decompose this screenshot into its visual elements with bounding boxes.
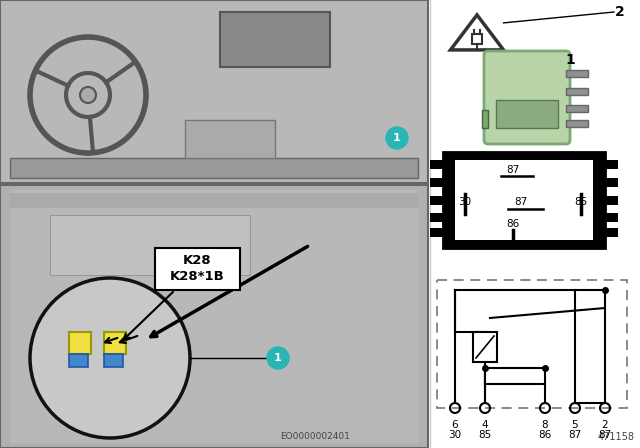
Bar <box>455 160 593 240</box>
Bar <box>430 160 443 169</box>
Bar <box>605 228 618 237</box>
Text: 86: 86 <box>538 430 552 440</box>
Bar <box>0 185 428 448</box>
Text: 30: 30 <box>449 430 461 440</box>
Bar <box>0 0 428 183</box>
Text: 4: 4 <box>482 420 488 430</box>
Bar <box>566 120 588 127</box>
Text: 5: 5 <box>572 420 579 430</box>
Bar <box>185 120 275 158</box>
Text: 1: 1 <box>565 53 575 67</box>
Text: 2: 2 <box>602 420 608 430</box>
Bar <box>605 196 618 205</box>
Circle shape <box>386 127 408 149</box>
Bar <box>155 248 240 290</box>
Bar <box>69 332 91 354</box>
Bar <box>430 178 443 187</box>
Bar <box>566 105 588 112</box>
Bar <box>104 354 123 367</box>
Bar <box>430 228 443 237</box>
Bar <box>10 158 418 178</box>
Text: 6: 6 <box>452 420 458 430</box>
Text: 85: 85 <box>478 430 492 440</box>
Text: 2: 2 <box>615 5 625 19</box>
Circle shape <box>267 347 289 369</box>
Bar <box>104 332 126 354</box>
Text: 30: 30 <box>458 197 472 207</box>
Text: 1: 1 <box>274 353 282 363</box>
Bar <box>605 160 618 169</box>
Circle shape <box>80 87 96 103</box>
Bar <box>443 152 605 248</box>
Text: 87: 87 <box>515 197 527 207</box>
Text: 86: 86 <box>506 219 520 229</box>
Text: 471158: 471158 <box>598 432 635 442</box>
FancyBboxPatch shape <box>484 51 570 144</box>
Text: 87: 87 <box>568 430 582 440</box>
Bar <box>566 88 588 95</box>
Text: 1: 1 <box>393 133 401 143</box>
Circle shape <box>30 278 190 438</box>
Bar <box>437 280 627 408</box>
Bar <box>496 100 558 128</box>
Bar <box>220 12 330 67</box>
Text: K28: K28 <box>182 254 211 267</box>
Bar <box>605 213 618 222</box>
Bar <box>472 34 482 44</box>
Text: 87: 87 <box>506 165 520 175</box>
Bar <box>69 354 88 367</box>
Bar <box>430 196 443 205</box>
Bar <box>485 368 545 384</box>
Text: 8: 8 <box>541 420 548 430</box>
Bar <box>605 178 618 187</box>
Bar <box>566 70 588 77</box>
Bar <box>473 332 497 362</box>
Bar <box>10 193 418 208</box>
Text: K28*1B: K28*1B <box>170 271 225 284</box>
Text: EO0000002401: EO0000002401 <box>280 432 350 441</box>
Bar <box>50 215 250 275</box>
Bar <box>430 213 443 222</box>
Bar <box>482 110 488 128</box>
Text: 87: 87 <box>598 430 612 440</box>
Text: 85: 85 <box>574 197 588 207</box>
Bar <box>430 0 640 448</box>
Bar <box>10 190 418 443</box>
